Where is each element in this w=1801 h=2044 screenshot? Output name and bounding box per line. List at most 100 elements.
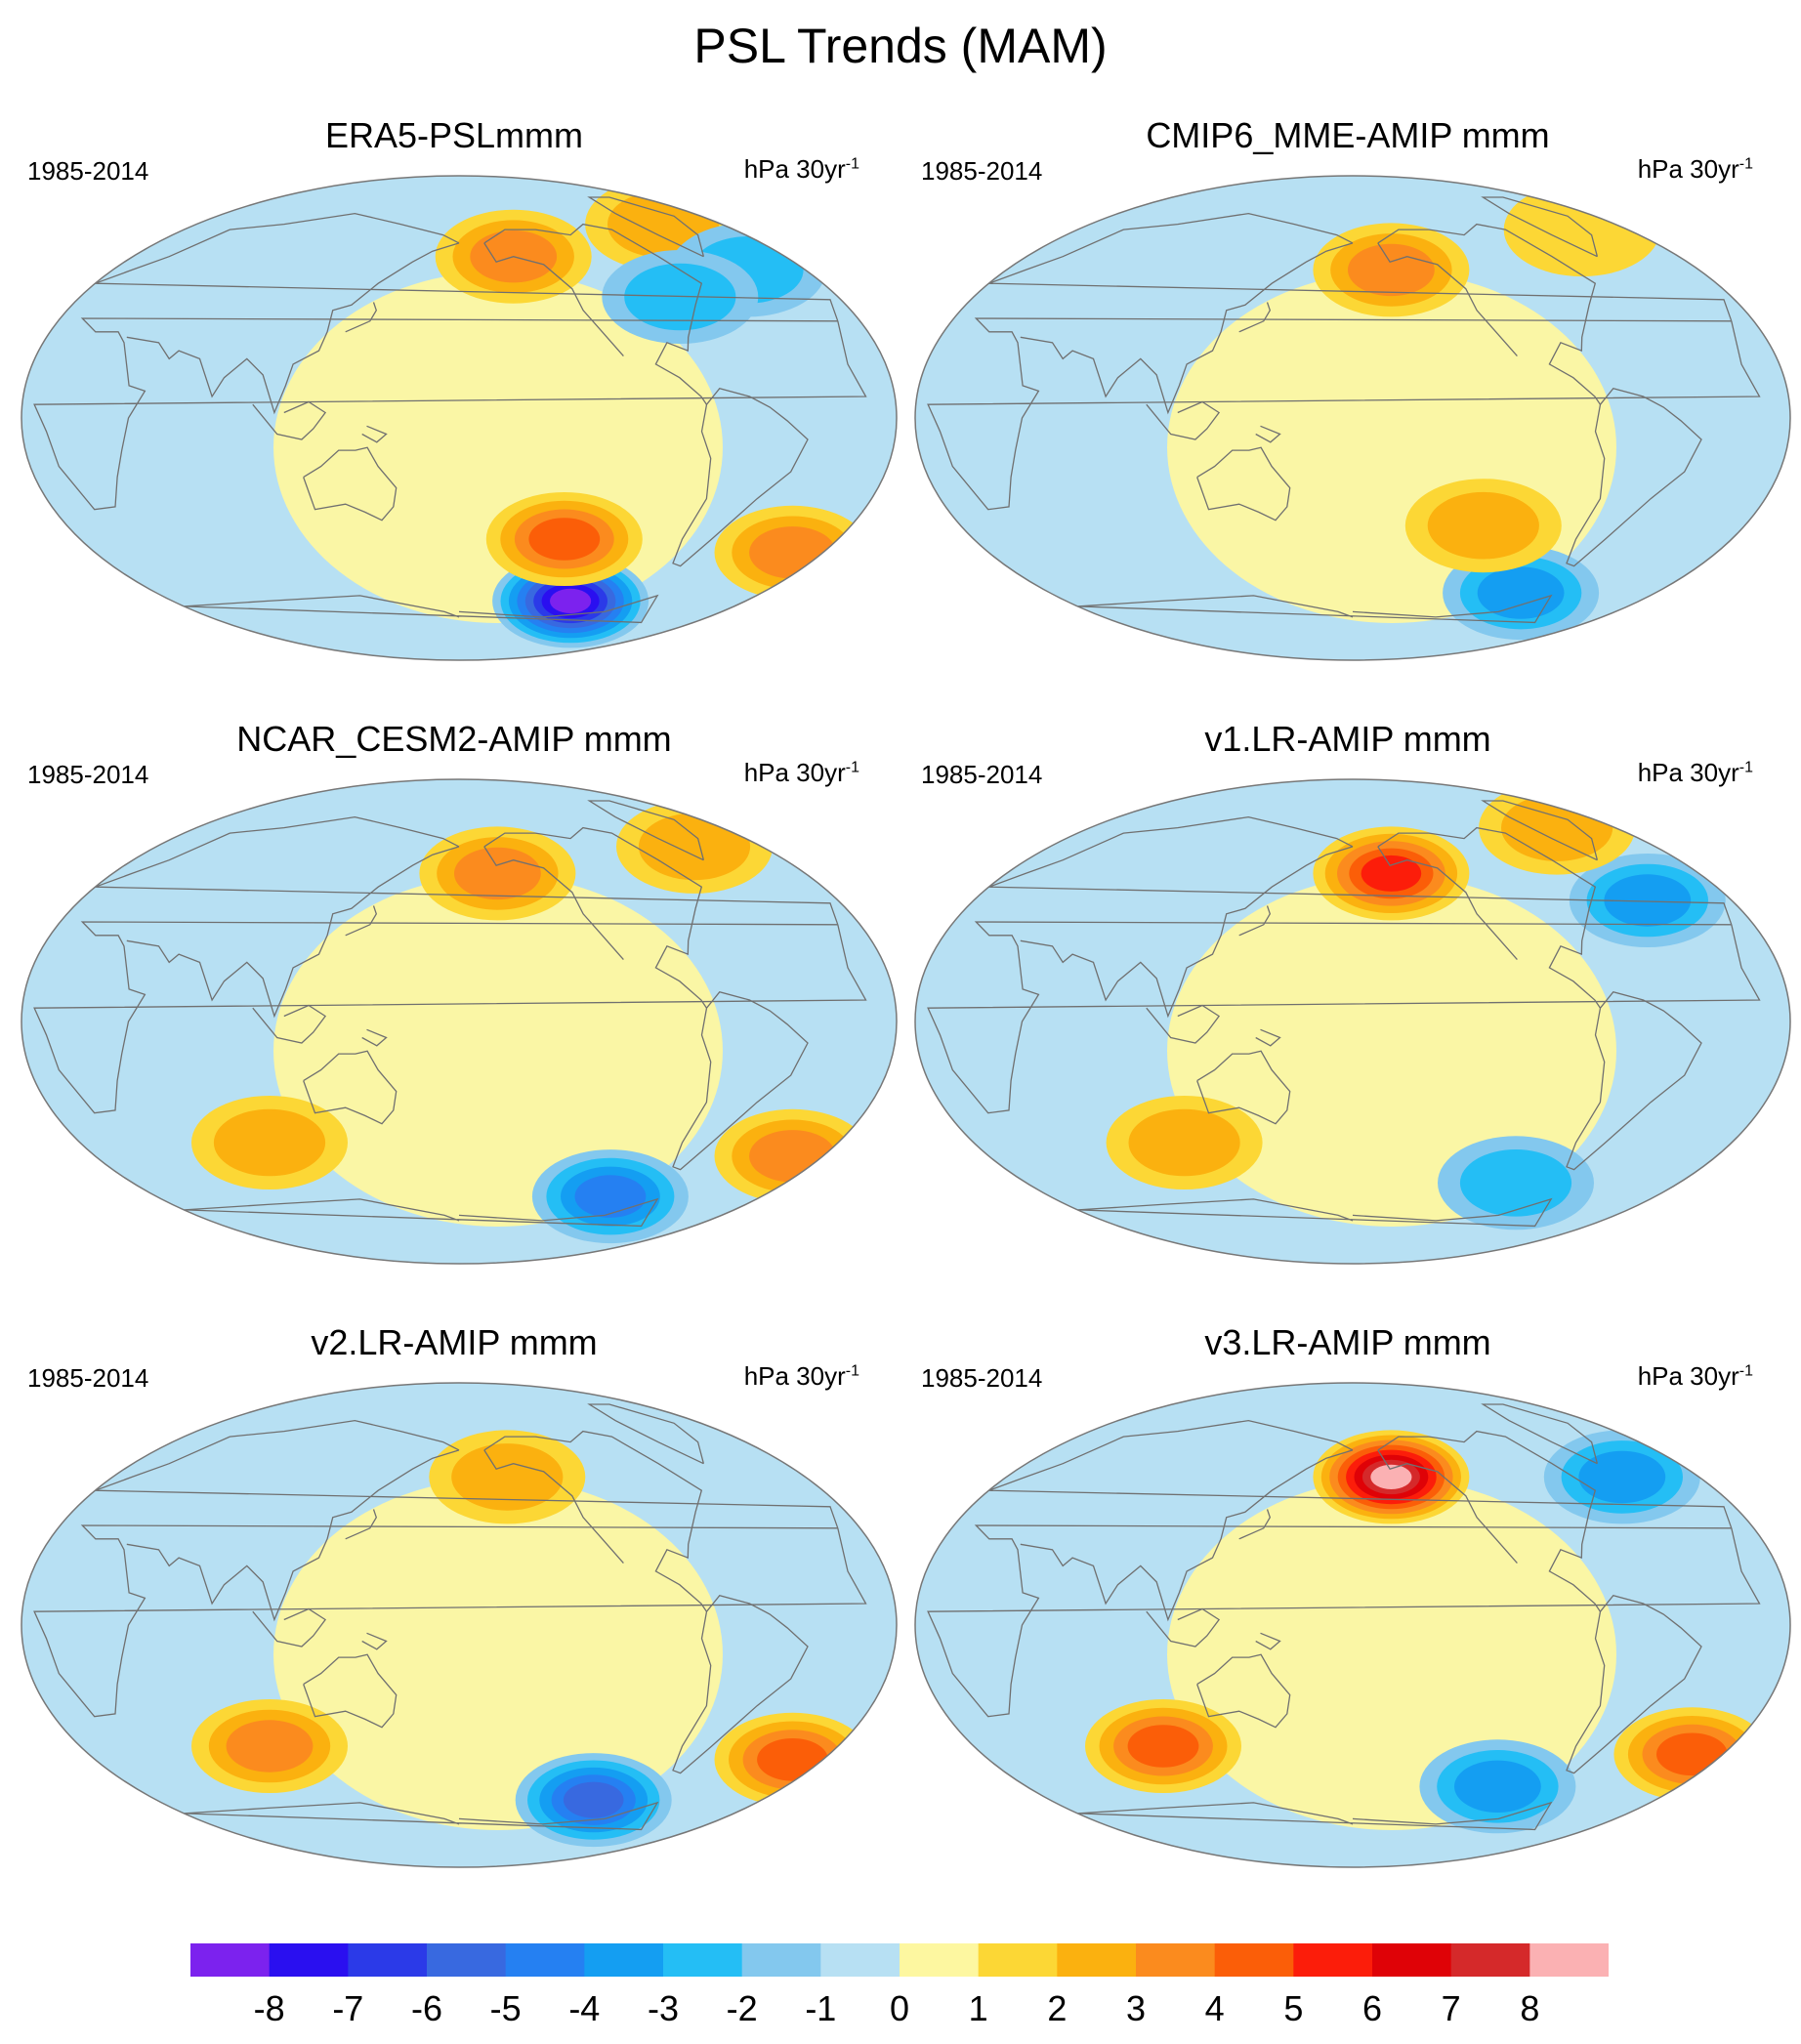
coastlines <box>927 1403 1761 1831</box>
coastline <box>1020 242 1354 415</box>
contour-level <box>1501 794 1613 861</box>
coastline <box>1077 1197 1553 1228</box>
coastline <box>1077 594 1553 624</box>
coastline <box>33 317 867 511</box>
map-border <box>914 1382 1791 1868</box>
coastline <box>1238 905 1272 937</box>
colorbar-tick-label: -7 <box>332 1988 364 2028</box>
anomaly-center <box>1419 1739 1576 1834</box>
coastline <box>587 196 705 258</box>
contour-level <box>528 518 601 561</box>
colorbar-swatch <box>1214 1943 1294 1977</box>
panel-era5: ERA5-PSLmmm 1985-2014 hPa 30yr-1 <box>10 115 899 662</box>
coastline <box>345 905 378 937</box>
contour-level <box>1127 1725 1199 1768</box>
colorbar-swatch <box>348 1943 428 1977</box>
contour-level <box>1477 566 1565 619</box>
contour-level <box>574 1175 647 1218</box>
colorbar-tick-label: 0 <box>889 1988 910 2028</box>
anomaly-center <box>191 1699 348 1793</box>
period-label: 1985-2014 <box>921 1363 1043 1393</box>
colorbar-swatch <box>741 1943 821 1977</box>
units-label: hPa 30yr-1 <box>1637 154 1753 184</box>
coastline <box>483 223 708 405</box>
coastline <box>988 1419 1733 1529</box>
coastline <box>95 1419 839 1529</box>
colorbar-tick-label: 1 <box>968 1988 988 2028</box>
coastline <box>1146 1607 1221 1648</box>
coastline <box>587 1403 705 1465</box>
units-label: hPa 30yr-1 <box>743 1361 859 1391</box>
coastline <box>988 212 1733 322</box>
map-border <box>914 175 1791 661</box>
coastline <box>483 242 624 357</box>
map-field <box>21 779 897 1264</box>
coastline <box>303 1653 398 1729</box>
coastline <box>361 1028 388 1047</box>
contour-level <box>1361 855 1422 892</box>
panel-title: NCAR_CESM2-AMIP mmm <box>236 719 672 759</box>
figure-title: PSL Trends (MAM) <box>693 19 1108 73</box>
map-field <box>915 779 1790 1264</box>
anomaly-center <box>1543 1430 1700 1524</box>
map <box>914 1382 1791 1868</box>
colorbar-ticks: -8 -7 -6 -5 -4 -3 -2 -1 0 1 2 3 4 5 6 7 8 <box>0 1988 1801 2037</box>
coastlines <box>33 800 867 1228</box>
coastline <box>126 846 460 1019</box>
contour-level <box>226 1720 314 1773</box>
map-border <box>914 778 1791 1265</box>
contour-level <box>1370 1464 1412 1489</box>
coastline <box>1566 990 1702 1171</box>
coastline <box>184 1801 659 1831</box>
anomaly-center <box>714 505 871 600</box>
colorbar-swatch <box>1372 1943 1452 1977</box>
contour-level <box>638 813 751 881</box>
colorbar-swatch <box>505 1943 585 1977</box>
panel-v1: v1.LR-AMIP mmm 1985-2014 hPa 30yr-1 <box>903 719 1792 1266</box>
units-label: hPa 30yr-1 <box>743 758 859 787</box>
coastline <box>126 242 460 415</box>
coastline <box>483 1430 708 1612</box>
colorbar-tick-label: 2 <box>1047 1988 1068 2028</box>
coastline <box>1377 223 1602 405</box>
coastline <box>483 846 624 961</box>
contour-level <box>1656 1732 1728 1776</box>
coastline <box>988 815 1733 926</box>
anomaly-center <box>1106 1096 1263 1189</box>
coastline <box>1255 425 1281 443</box>
coastline <box>1146 1004 1221 1044</box>
coastline <box>1566 387 1702 567</box>
coastline <box>345 302 378 333</box>
panel-cmip6: CMIP6_MME-AMIP mmm 1985-2014 hPa 30yr-1 <box>903 115 1792 662</box>
anomaly-center <box>191 1096 348 1189</box>
contour-level <box>563 1781 624 1818</box>
contour-level <box>550 588 592 613</box>
coastline <box>184 1197 659 1228</box>
colorbar-tick-label: -4 <box>568 1988 601 2028</box>
coastline <box>1196 1050 1291 1125</box>
coastline <box>1196 446 1291 521</box>
panel-title: v1.LR-AMIP mmm <box>1204 719 1491 759</box>
colorbar-swatch <box>820 1943 900 1977</box>
colorbar-tick-label: 4 <box>1204 1988 1225 2028</box>
coastline <box>361 425 388 443</box>
anomaly-center <box>429 1430 586 1524</box>
colorbar-swatch <box>1057 1943 1137 1977</box>
coastline <box>1020 1449 1354 1622</box>
units-label: hPa 30yr-1 <box>1637 758 1753 787</box>
colorbar-swatch <box>190 1943 271 1977</box>
panel-v3: v3.LR-AMIP mmm 1985-2014 hPa 30yr-1 <box>903 1322 1792 1869</box>
coastline <box>672 387 809 567</box>
coastlines <box>33 196 867 624</box>
colorbar-swatch <box>1293 1943 1373 1977</box>
anomaly-center <box>1479 780 1636 875</box>
colorbar-swatch <box>269 1943 349 1977</box>
coastline <box>483 826 708 1009</box>
coastline <box>1377 826 1602 1009</box>
coastline <box>1238 302 1272 333</box>
anomaly-center <box>616 799 773 894</box>
coastline <box>252 1607 327 1648</box>
coastline <box>587 800 705 861</box>
colorbar-tick-label: -6 <box>410 1988 443 2028</box>
period-label: 1985-2014 <box>921 156 1043 186</box>
